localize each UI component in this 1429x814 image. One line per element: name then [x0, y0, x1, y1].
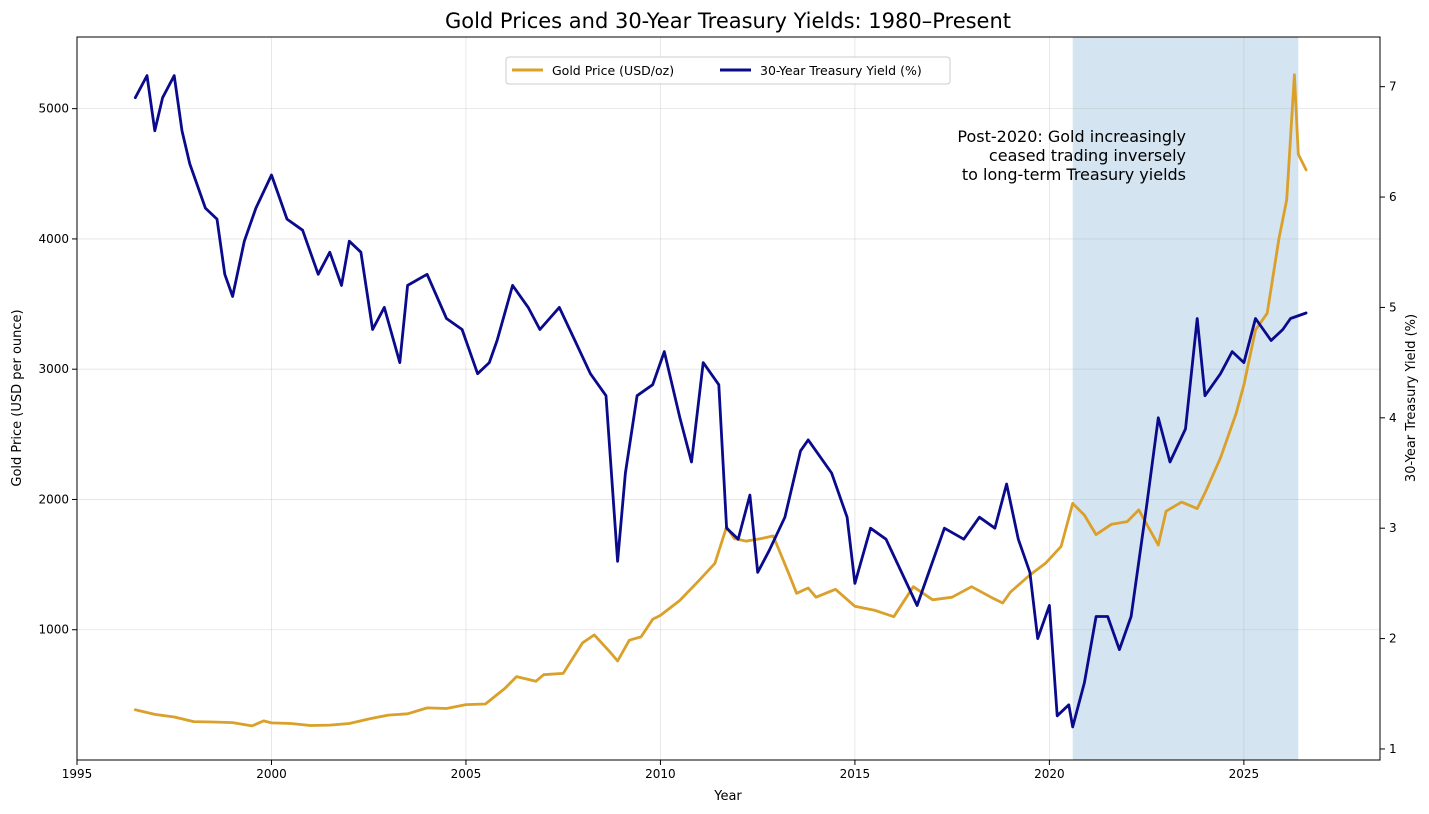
x-tick-label: 2025	[1229, 767, 1260, 781]
y2-tick-label: 3	[1389, 521, 1397, 535]
shade-layer	[1072, 37, 1299, 760]
shaded-region	[1072, 37, 1299, 760]
x-tick-label: 2010	[645, 767, 676, 781]
line-layer	[133, 73, 1308, 729]
x-tick-label: 1995	[62, 767, 93, 781]
annotation-line: to long-term Treasury yields	[962, 165, 1186, 184]
plot-frame	[76, 36, 1381, 761]
gold-price-line	[133, 73, 1308, 728]
y-tick-label: 2000	[38, 492, 69, 506]
grid-layer	[76, 37, 1380, 760]
x-tick-label: 2020	[1034, 767, 1065, 781]
annotation-line: ceased trading inversely	[989, 146, 1186, 165]
legend: Gold Price (USD/oz) 30-Year Treasury Yie…	[505, 56, 951, 85]
x-tick-label: 2000	[256, 767, 287, 781]
treasury-yield-line	[133, 74, 1308, 729]
y2-tick-label: 7	[1389, 80, 1397, 94]
legend-label-gold: Gold Price (USD/oz)	[552, 63, 674, 78]
x-tick-label: 2005	[451, 767, 482, 781]
annotation-line: Post-2020: Gold increasingly	[957, 127, 1186, 146]
y-tick-label: 5000	[38, 102, 69, 116]
y2-tick-label: 2	[1389, 632, 1397, 646]
y2-tick-label: 4	[1389, 411, 1397, 425]
legend-label-treasury: 30-Year Treasury Yield (%)	[760, 63, 922, 78]
y-axis-label: Gold Price (USD per ounce)	[10, 309, 25, 486]
y-tick-label: 4000	[38, 232, 69, 246]
annotation-text: Post-2020: Gold increasingly ceased tradi…	[957, 127, 1186, 184]
x-tick-label: 2015	[840, 767, 871, 781]
y-tick-label: 1000	[38, 623, 69, 637]
y2-tick-label: 6	[1389, 190, 1397, 204]
y2-tick-label: 1	[1389, 742, 1397, 756]
x-axis-label: Year	[713, 789, 742, 804]
y2-axis-label: 30-Year Treasury Yield (%)	[1404, 314, 1419, 482]
y2-tick-label: 5	[1389, 300, 1397, 314]
chart-title: Gold Prices and 30-Year Treasury Yields:…	[445, 9, 1011, 33]
axis-layer: 1995 2000 2005 2010 2015 2020 2025 1000 2000 3000…	[38, 36, 1397, 781]
y-tick-label: 3000	[38, 362, 69, 376]
